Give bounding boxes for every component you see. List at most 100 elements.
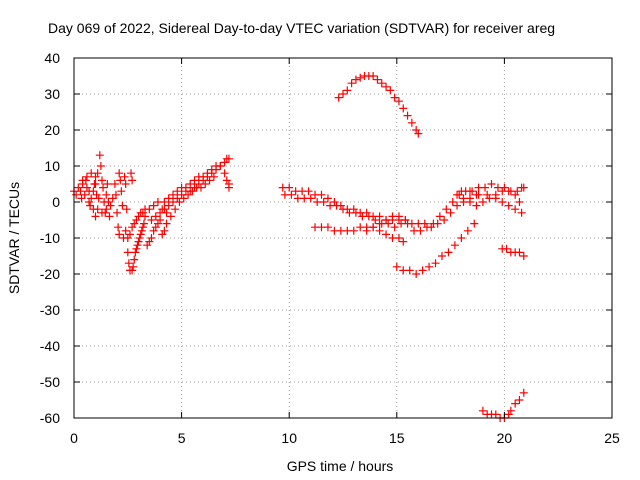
data-point — [491, 190, 500, 199]
data-point — [127, 169, 136, 178]
data-point — [151, 223, 160, 232]
data-point — [224, 183, 233, 192]
data-point — [465, 187, 474, 196]
x-tick-label: 15 — [389, 430, 405, 446]
data-point — [399, 237, 408, 246]
data-point — [199, 172, 208, 181]
data-point — [99, 183, 108, 192]
data-point — [517, 208, 526, 217]
data-point — [162, 219, 171, 228]
data-point — [487, 180, 496, 188]
data-point — [137, 226, 146, 235]
series-8 — [311, 223, 408, 246]
data-point — [511, 190, 520, 199]
data-point — [149, 226, 158, 235]
data-point — [401, 216, 410, 224]
data-point — [138, 223, 147, 232]
data-point — [511, 399, 520, 408]
data-point — [515, 396, 524, 404]
data-point — [106, 201, 115, 210]
data-point — [394, 234, 403, 242]
data-point — [141, 212, 150, 221]
chart-title: Day 069 of 2022, Sidereal Day-to-day VTE… — [48, 20, 555, 36]
data-point — [347, 79, 356, 88]
data-point — [386, 86, 395, 95]
data-point — [287, 190, 296, 199]
data-point — [78, 176, 87, 185]
data-point — [500, 183, 509, 192]
data-point — [209, 172, 218, 181]
data-point — [131, 248, 140, 257]
data-point — [416, 226, 425, 235]
data-point — [420, 219, 429, 228]
data-point — [136, 230, 145, 239]
data-point — [117, 187, 126, 196]
data-point — [362, 208, 371, 217]
data-point — [364, 212, 373, 221]
data-point — [102, 205, 111, 214]
data-point — [143, 241, 152, 250]
y-tick-label: 0 — [52, 194, 60, 210]
data-point — [184, 190, 193, 199]
y-tick-label: 40 — [44, 50, 60, 66]
data-point — [149, 201, 158, 210]
data-point — [457, 187, 466, 196]
data-point — [399, 104, 408, 113]
data-point — [164, 201, 173, 210]
series-15 — [498, 244, 528, 260]
y-tick-label: 30 — [44, 86, 60, 102]
data-point — [158, 230, 167, 239]
y-tick-label: -60 — [40, 410, 60, 426]
data-point — [371, 216, 380, 224]
data-point — [463, 226, 472, 235]
data-point — [132, 216, 141, 224]
data-point — [425, 262, 434, 271]
data-point — [147, 216, 156, 224]
data-point — [97, 208, 106, 217]
data-point — [304, 187, 313, 196]
data-point — [323, 223, 332, 232]
data-point — [511, 205, 520, 214]
data-point — [175, 198, 184, 206]
data-point — [196, 183, 205, 192]
data-point — [85, 198, 94, 206]
data-point — [412, 270, 421, 278]
data-point — [95, 151, 104, 160]
data-point — [375, 219, 384, 228]
data-point — [483, 190, 492, 199]
data-point — [130, 255, 139, 264]
data-point — [373, 75, 382, 84]
data-point — [306, 194, 315, 203]
y-tick-label: -20 — [40, 266, 60, 282]
data-point — [369, 72, 378, 80]
series-1 — [70, 151, 117, 221]
data-point — [145, 237, 154, 246]
data-point — [124, 259, 133, 268]
data-point — [356, 73, 365, 82]
data-point — [478, 198, 487, 206]
series-6 — [278, 183, 410, 224]
y-tick-label: 10 — [44, 158, 60, 174]
x-tick-label: 20 — [497, 430, 513, 446]
data-point — [87, 194, 96, 203]
data-point — [444, 248, 453, 257]
data-point — [502, 244, 511, 253]
data-point — [115, 230, 124, 239]
data-point — [113, 208, 122, 217]
data-point — [453, 201, 462, 210]
data-point — [123, 234, 132, 242]
y-tick-label: 20 — [44, 122, 60, 138]
data-point — [91, 212, 100, 221]
data-point — [129, 262, 138, 271]
data-point — [349, 226, 358, 235]
data-point — [82, 172, 91, 181]
data-point — [382, 230, 391, 239]
data-point — [91, 180, 100, 188]
data-point — [453, 190, 462, 199]
y-tick-label: -50 — [40, 374, 60, 390]
data-point — [220, 158, 229, 167]
data-point — [166, 212, 175, 221]
data-point — [339, 205, 347, 214]
data-point — [513, 187, 522, 196]
